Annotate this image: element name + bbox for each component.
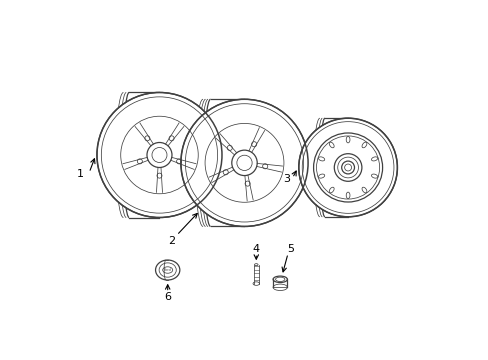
Text: 6: 6 (164, 292, 171, 302)
Text: 2: 2 (167, 236, 175, 246)
Text: 3: 3 (282, 174, 289, 184)
Text: Ford: Ford (163, 268, 171, 272)
Text: 4: 4 (251, 244, 259, 253)
Ellipse shape (155, 260, 180, 280)
Text: 1: 1 (77, 169, 83, 179)
Ellipse shape (97, 93, 222, 217)
Ellipse shape (298, 118, 397, 217)
Ellipse shape (181, 99, 307, 226)
Text: 5: 5 (287, 244, 294, 253)
